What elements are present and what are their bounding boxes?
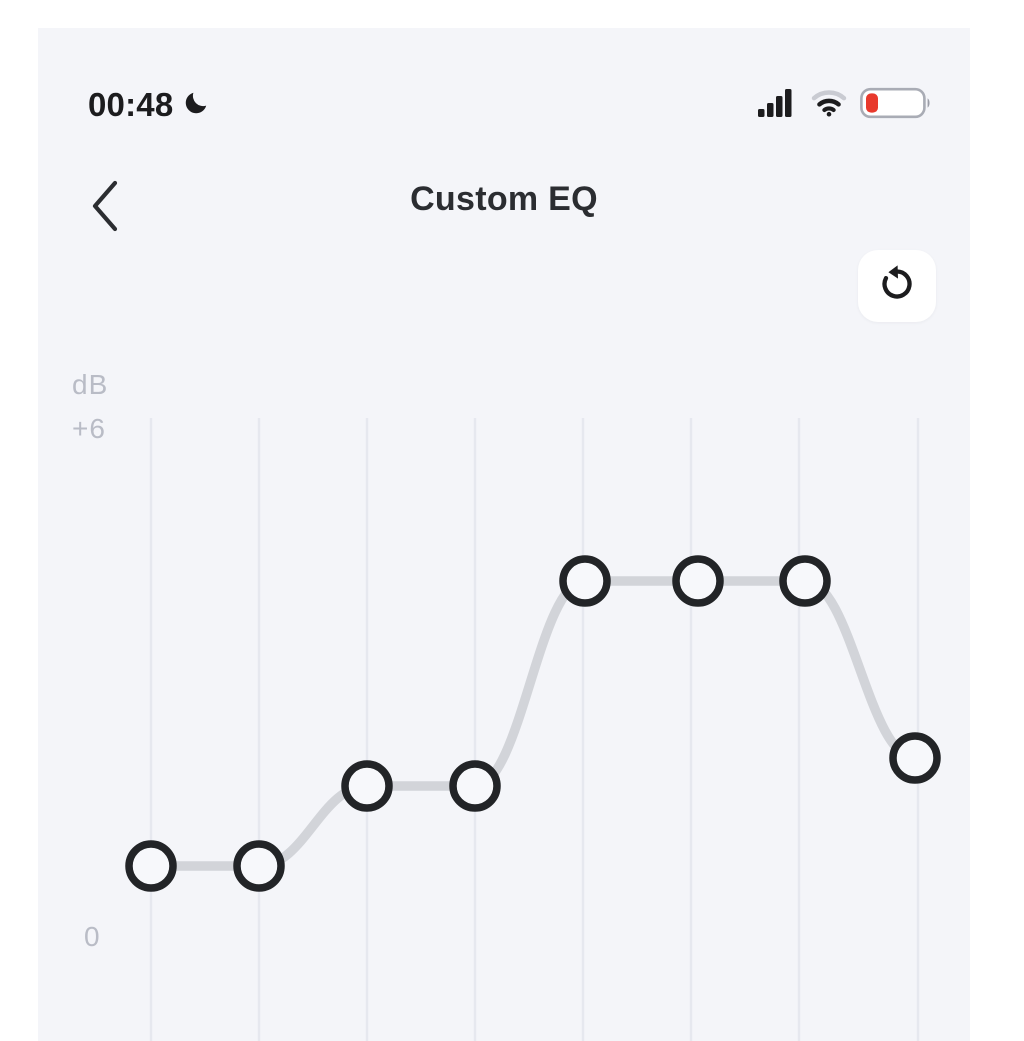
eq-chart[interactable]: dB +6 0 <box>38 328 970 1041</box>
eq-node-handle-5[interactable] <box>559 555 611 607</box>
status-bar-right <box>758 86 932 125</box>
status-bar: 00:48 <box>38 28 970 121</box>
axis-tick-min: 0 <box>84 921 101 952</box>
eq-node-group[interactable] <box>125 555 941 892</box>
battery-low-icon <box>860 86 932 125</box>
status-bar-left: 00:48 <box>88 88 211 121</box>
reset-counterclockwise-icon <box>876 263 918 310</box>
axis-unit-label: dB <box>72 369 109 400</box>
page-title: Custom EQ <box>410 180 598 218</box>
wifi-icon <box>811 89 847 122</box>
nav-header: Custom EQ <box>38 158 970 258</box>
crescent-moon-icon <box>183 88 211 121</box>
eq-node-handle-1[interactable] <box>125 840 177 892</box>
eq-node-handle-3[interactable] <box>341 760 393 812</box>
eq-curve-svg[interactable] <box>38 328 970 1041</box>
chevron-left-icon <box>89 179 123 238</box>
eq-node-handle-7[interactable] <box>779 555 831 607</box>
eq-node-handle-8[interactable] <box>889 732 941 784</box>
phone-screen: 00:48 <box>38 28 970 1041</box>
cellular-signal-icon <box>758 88 798 123</box>
axis-tick-max: +6 <box>72 413 106 444</box>
eq-node-handle-2[interactable] <box>233 840 285 892</box>
eq-curve-path <box>146 576 920 871</box>
reset-button[interactable] <box>858 250 936 322</box>
back-button[interactable] <box>76 176 136 240</box>
chart-gridlines <box>149 418 920 1041</box>
eq-node-handle-6[interactable] <box>672 555 724 607</box>
status-clock: 00:48 <box>88 86 174 123</box>
eq-node-handle-4[interactable] <box>449 760 501 812</box>
